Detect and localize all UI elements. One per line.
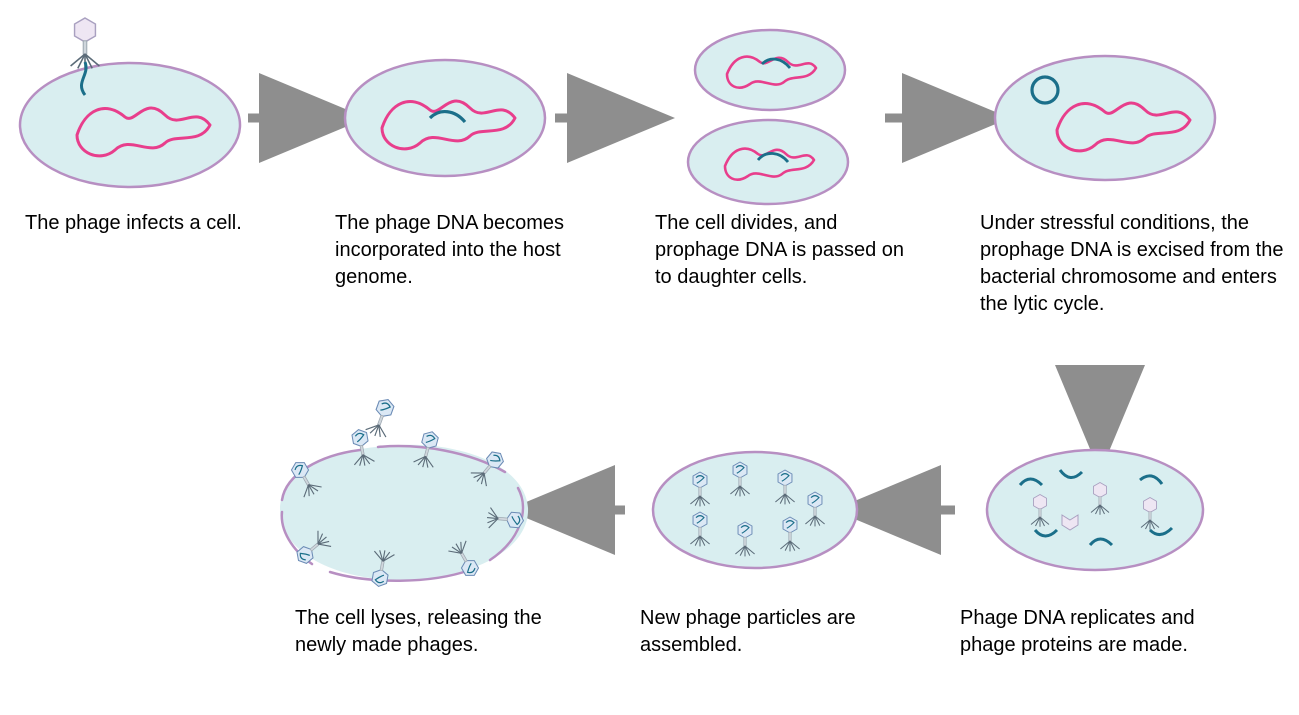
caption-stage-7: The cell lyses, releasing the newly made…	[295, 605, 585, 659]
stage-5	[987, 450, 1203, 570]
caption-stage-5: Phage DNA replicates and phage proteins …	[960, 605, 1250, 659]
caption-stage-3: The cell divides, and prophage DNA is pa…	[655, 210, 915, 291]
stage-1	[20, 18, 240, 187]
stage-4	[995, 56, 1215, 180]
caption-stage-1: The phage infects a cell.	[25, 210, 255, 237]
stage-3	[688, 30, 848, 204]
caption-stage-2: The phage DNA becomes incorporated into …	[335, 210, 595, 291]
caption-stage-4: Under stressful conditions, the prophage…	[980, 210, 1290, 318]
stage-6	[653, 452, 857, 568]
stage-7	[280, 396, 528, 588]
stage-2	[345, 60, 545, 176]
caption-stage-6: New phage particles are assembled.	[640, 605, 900, 659]
